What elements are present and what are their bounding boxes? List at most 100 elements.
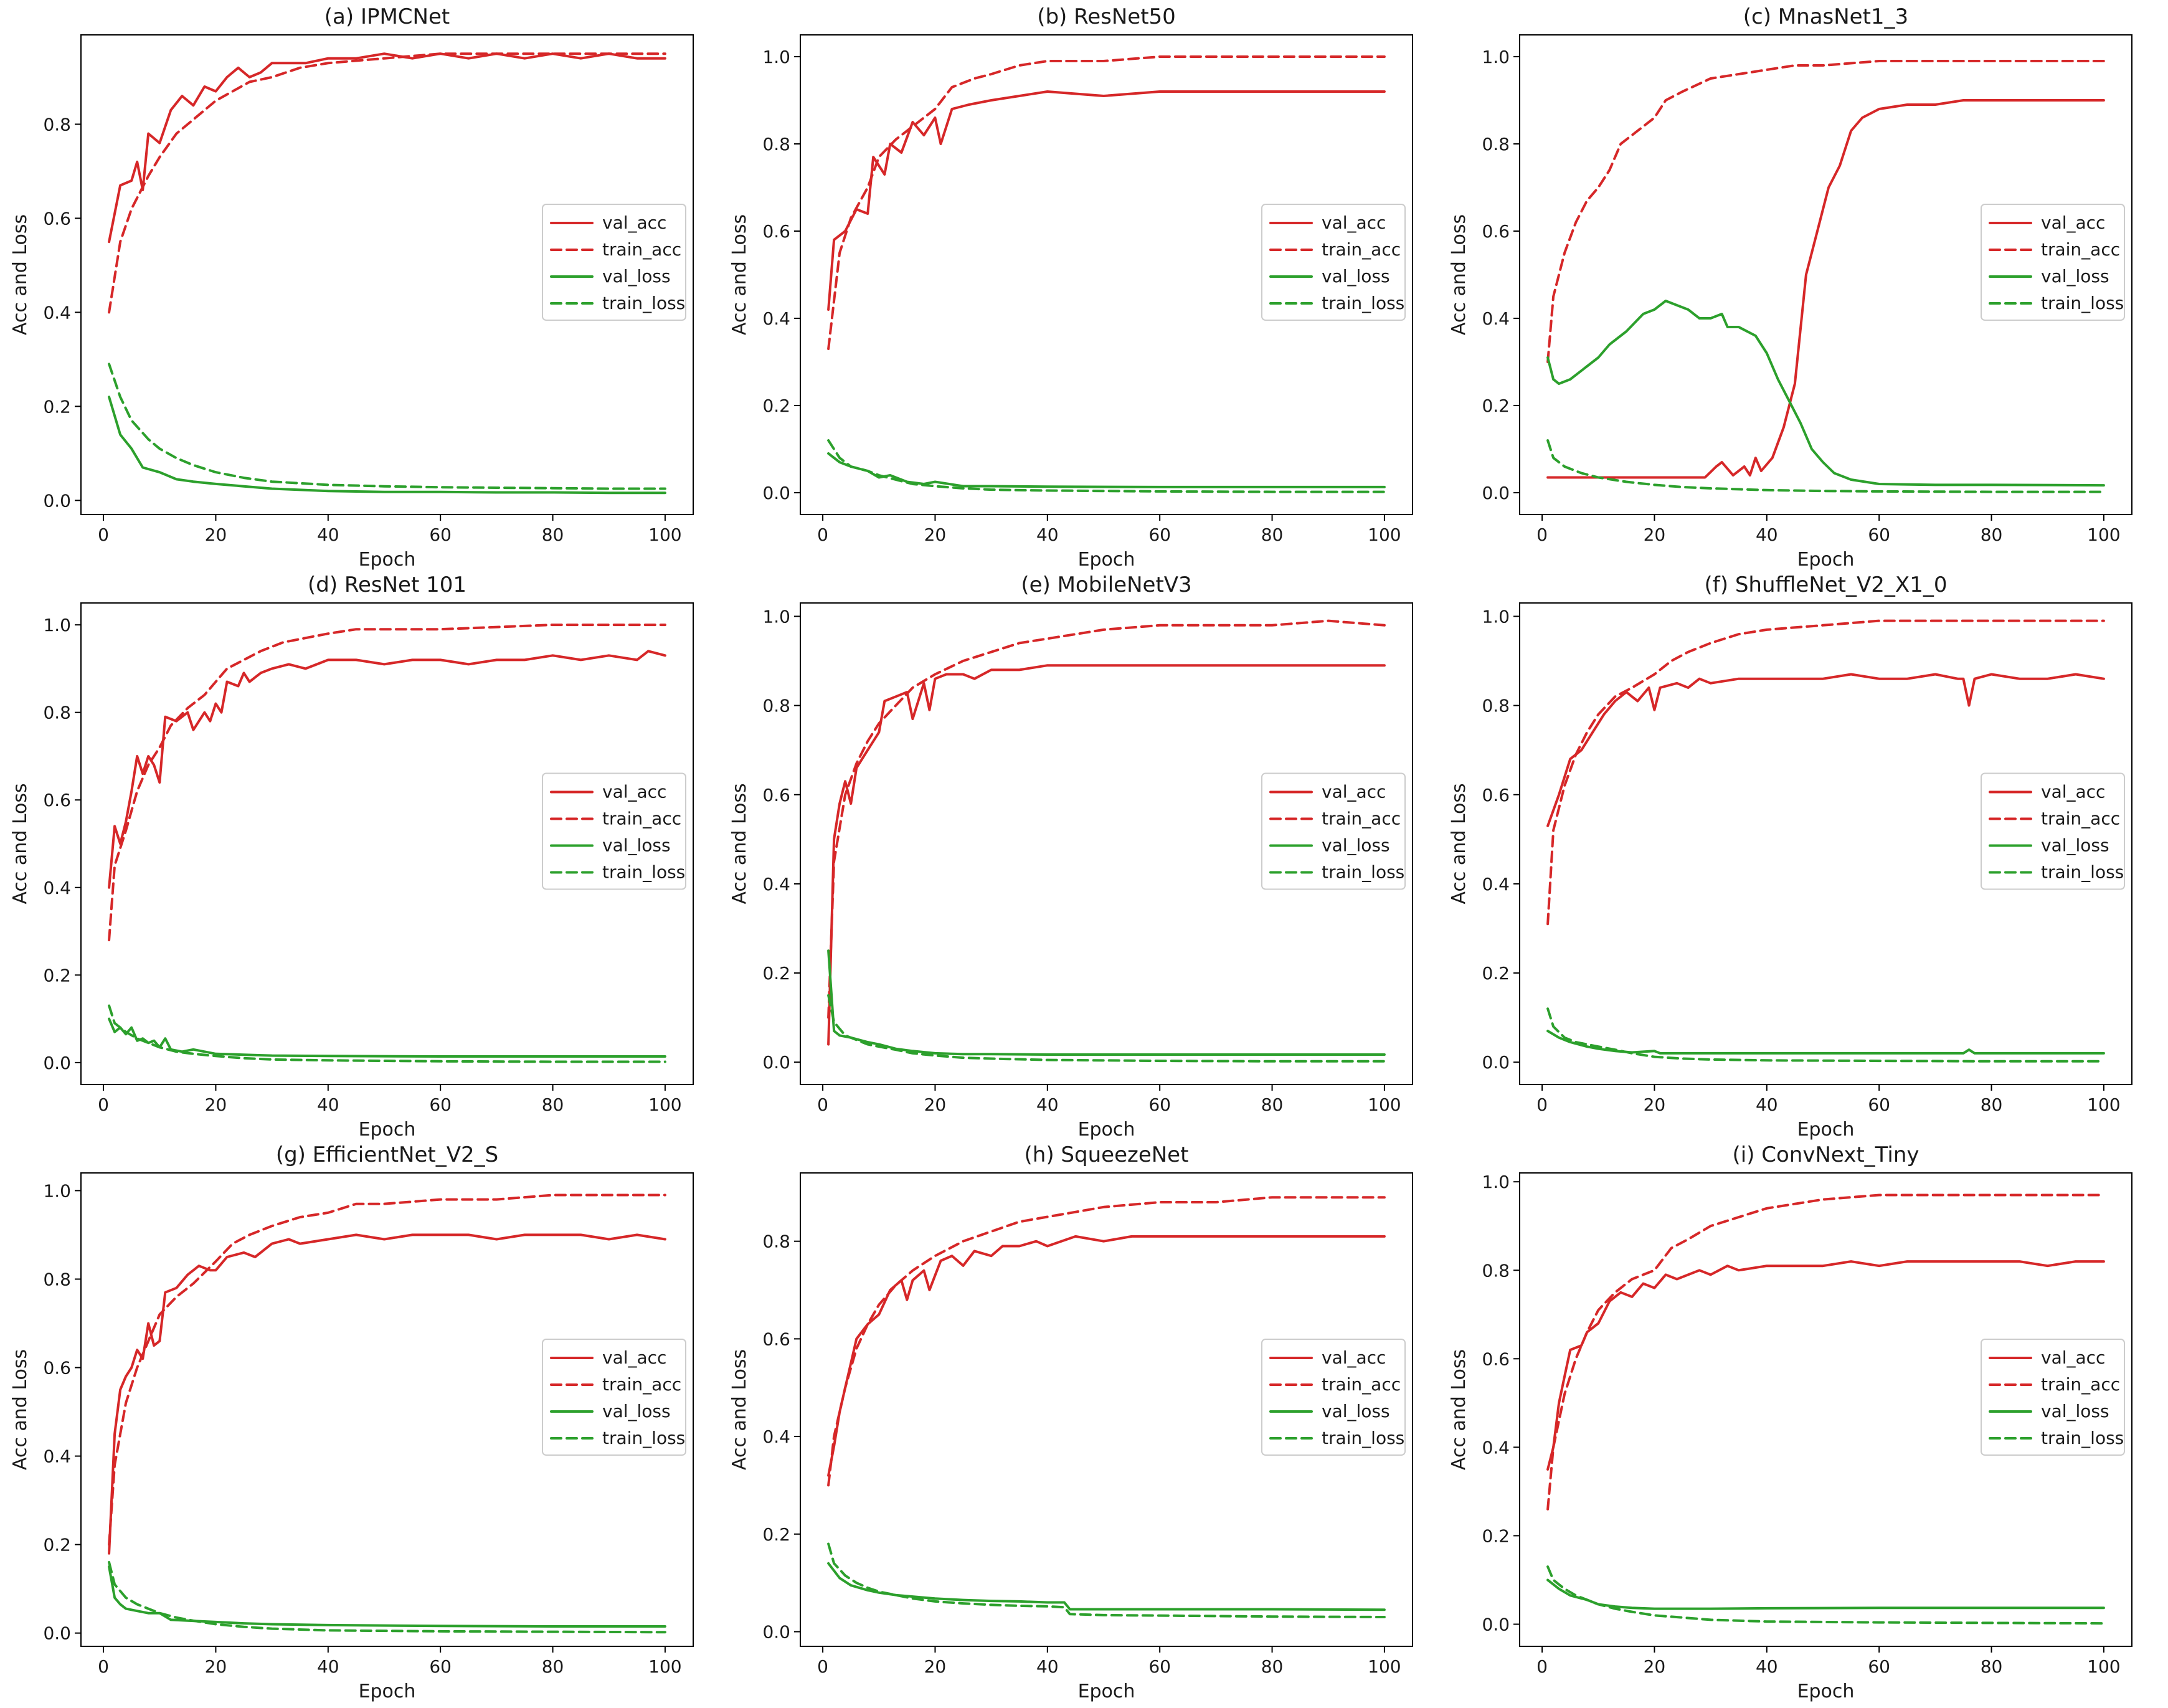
x-tick-label: 40 (1036, 1656, 1059, 1677)
y-tick-label: 0.6 (1482, 1349, 1510, 1369)
y-tick-label: 0.8 (1482, 696, 1510, 716)
x-tick-label: 80 (1261, 524, 1284, 545)
y-tick-label: 1.0 (1482, 1172, 1510, 1192)
y-axis-label: Acc and Loss (9, 214, 31, 335)
y-tick-label: 0.8 (43, 703, 71, 723)
y-tick-label: 0.4 (1482, 874, 1510, 894)
chart-title: (g) EfficientNet_V2_S (276, 1142, 498, 1167)
x-tick-label: 60 (1868, 1656, 1890, 1677)
x-tick-label: 40 (317, 1094, 339, 1115)
legend-label-val_loss: val_loss (2041, 1401, 2109, 1421)
legend: val_acc train_acc val_loss train_loss (1261, 772, 1406, 890)
series-line-val_acc (108, 650, 666, 889)
legend-label-train_acc: train_acc (602, 809, 681, 829)
y-tick-label: 0.6 (762, 785, 790, 805)
x-tick-label: 40 (317, 1656, 339, 1677)
x-tick-label: 0 (817, 1094, 828, 1115)
x-tick-label: 20 (924, 524, 947, 545)
legend-label-val_acc: val_acc (2041, 1347, 2105, 1368)
x-tick-label: 20 (1644, 524, 1666, 545)
y-tick-label: 1.0 (762, 47, 790, 67)
y-tick-label: 1.0 (43, 615, 71, 635)
legend-label-train_acc: train_acc (2041, 809, 2120, 829)
y-tick-label: 0.0 (762, 1621, 790, 1642)
y-tick-label: 0.8 (762, 696, 790, 716)
x-axis-label: Epoch (1797, 549, 1855, 571)
x-tick-label: 100 (1368, 524, 1401, 545)
x-tick-label: 80 (1981, 1094, 2003, 1115)
chart-title: (b) ResNet50 (1037, 4, 1176, 29)
series-line-val_loss (1546, 1578, 2105, 1610)
x-tick-label: 100 (2087, 524, 2120, 545)
series-line-train_acc (1546, 619, 2105, 926)
series-line-val_loss (827, 452, 1386, 488)
x-axis-label: Epoch (1797, 1119, 1855, 1141)
legend-frame (542, 772, 686, 890)
chart-title: (a) IPMCNet (324, 4, 450, 29)
legend-label-val_loss: val_loss (2041, 835, 2109, 856)
y-tick-label: 0.4 (43, 878, 71, 898)
y-tick-label: 0.0 (43, 490, 71, 511)
series-line-train_acc (108, 624, 666, 942)
series-line-train_loss (827, 439, 1386, 493)
y-tick-label: 0.6 (43, 1358, 71, 1378)
chart-panel: (e) MobileNetV3 0 20 40 60 80 100 0.0 0.2 0.4 0.6 0… (729, 572, 1413, 1141)
plot-frame (80, 1172, 694, 1647)
legend: val_acc train_acc val_loss train_loss (1981, 204, 2125, 321)
x-tick-label: 100 (648, 1656, 681, 1677)
series-line-val_loss (1546, 300, 2105, 487)
legend-label-train_acc: train_acc (2041, 1374, 2120, 1395)
y-tick-label: 0.2 (43, 396, 71, 417)
series-line-val_loss (1546, 1030, 2105, 1055)
x-axis-label: Epoch (359, 1681, 416, 1702)
legend-frame (1981, 204, 2125, 321)
x-tick-label: 0 (98, 1656, 109, 1677)
y-tick-label: 0.0 (1482, 1614, 1510, 1634)
x-tick-label: 80 (542, 1094, 564, 1115)
series-line-val_acc (1546, 99, 2105, 479)
legend-frame (1261, 204, 1406, 321)
chart-panel: (g) EfficientNet_V2_S 0 20 40 60 80 100 0.0 0.2 0… (9, 1142, 694, 1702)
x-tick-label: 80 (1981, 524, 2003, 545)
legend: val_acc train_acc val_loss train_loss (1981, 1339, 2125, 1456)
x-tick-label: 0 (1536, 524, 1548, 545)
y-tick-label: 0.8 (1482, 134, 1510, 154)
legend-label-val_loss: val_loss (602, 266, 671, 287)
legend-label-train_loss: train_loss (1322, 862, 1404, 883)
chart-panel: (a) IPMCNet 0 20 40 60 80 100 0.0 0.2 0.4 0.6 0.8 Ep… (9, 4, 694, 571)
series-line-train_loss (1546, 1007, 2105, 1063)
series-line-train_acc (1546, 60, 2105, 363)
series-line-train_acc (108, 1193, 666, 1546)
plot-frame (1519, 34, 2132, 515)
plot-frame (1519, 1172, 2132, 1647)
series-line-train_loss (827, 1542, 1386, 1618)
x-tick-label: 20 (924, 1094, 947, 1115)
series-line-train_acc (827, 55, 1386, 350)
legend-label-val_acc: val_acc (602, 782, 666, 802)
x-tick-label: 80 (542, 1656, 564, 1677)
plot-frame (1519, 602, 2132, 1085)
x-axis-label: Epoch (359, 1119, 416, 1141)
y-tick-label: 0.0 (43, 1623, 71, 1644)
y-tick-label: 0.0 (43, 1053, 71, 1073)
y-tick-label: 0.6 (43, 790, 71, 810)
series-line-val_loss (827, 949, 1386, 1056)
legend-frame (1261, 772, 1406, 890)
chart-title: (e) MobileNetV3 (1021, 572, 1191, 597)
series-line-val_acc (827, 90, 1386, 311)
y-tick-label: 0.0 (1482, 483, 1510, 503)
series-line-val_loss (827, 1562, 1386, 1611)
y-axis-label: Acc and Loss (9, 1349, 31, 1470)
y-tick-label: 0.6 (43, 208, 71, 229)
y-tick-label: 0.4 (762, 308, 790, 329)
legend-label-val_acc: val_acc (2041, 212, 2105, 233)
y-tick-label: 0.6 (1482, 221, 1510, 242)
legend-label-train_loss: train_loss (2041, 293, 2124, 313)
x-tick-label: 0 (1536, 1656, 1548, 1677)
y-axis-label: Acc and Loss (729, 214, 750, 335)
y-axis-label: Acc and Loss (1448, 214, 1470, 335)
y-tick-label: 0.0 (762, 483, 790, 503)
legend-label-train_loss: train_loss (1322, 1428, 1404, 1448)
legend-frame (1981, 772, 2125, 890)
